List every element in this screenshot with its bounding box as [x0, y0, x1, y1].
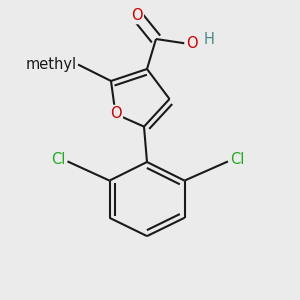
- Text: O: O: [186, 36, 198, 51]
- Text: O: O: [110, 106, 121, 122]
- Text: Cl: Cl: [51, 152, 65, 167]
- Text: methyl: methyl: [26, 57, 76, 72]
- Text: H: H: [203, 32, 214, 46]
- Text: O: O: [131, 8, 142, 22]
- Text: Cl: Cl: [230, 152, 245, 167]
